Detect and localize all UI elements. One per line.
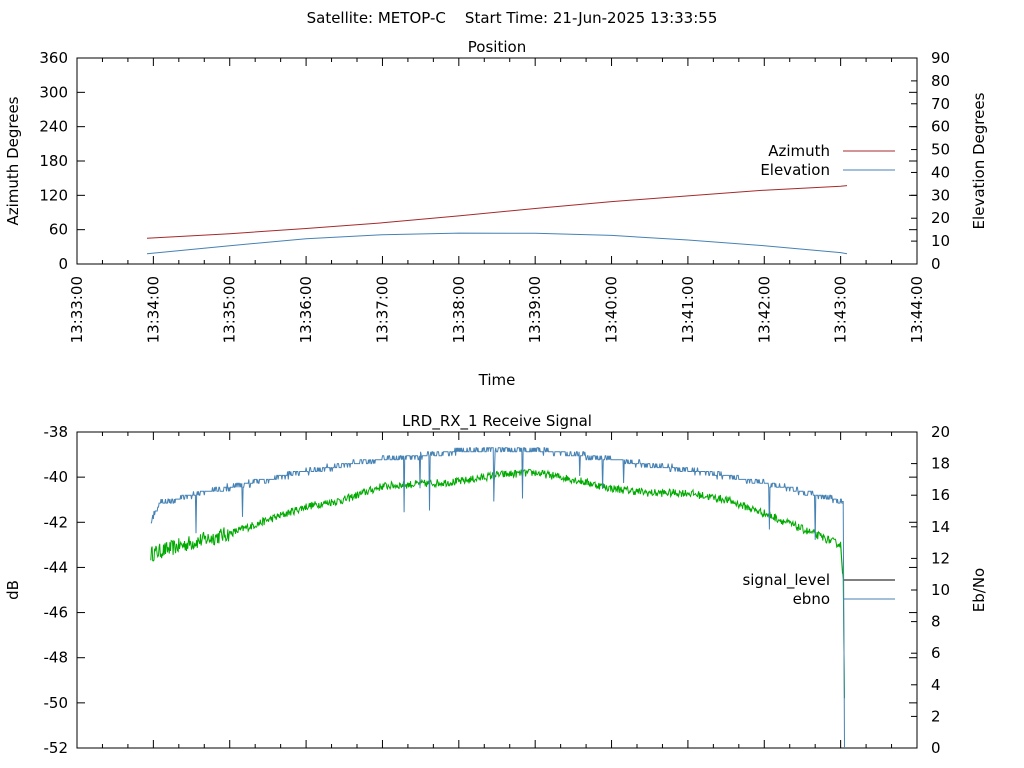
y2-tick-label: 20 [931, 209, 950, 227]
y2-tick-label: 10 [931, 581, 950, 599]
x-tick-label: 13:33:00 [68, 276, 86, 343]
chart-title: LRD_RX_1 Receive Signal [402, 412, 592, 431]
legend-label: Azimuth [768, 142, 830, 160]
x-tick-label: 13:42:00 [755, 276, 773, 343]
y2-tick-label: 14 [931, 518, 950, 536]
x-tick-label: 13:34:00 [144, 276, 162, 343]
x-tick-label: 13:44:00 [908, 276, 926, 343]
y2-tick-label: 8 [931, 613, 941, 631]
receive-signal-chart: LRD_RX_1 Receive Signal -38 -40 -42 -44 -46 -4… [4, 412, 988, 757]
y2-tick-label: 90 [931, 49, 950, 67]
y2-axis-label: Eb/No [970, 568, 988, 612]
series-line-Elevation [146, 232, 848, 255]
y-tick-label: -52 [44, 739, 69, 757]
y2-tick-label: 2 [931, 707, 941, 725]
y2-tick-label: 80 [931, 72, 950, 90]
y-tick-label: 0 [58, 255, 68, 273]
y-tick-label: -40 [44, 468, 69, 486]
y2-tick-label: 0 [931, 255, 941, 273]
y-tick-label: -50 [44, 694, 69, 712]
y-tick-label: 120 [39, 186, 68, 204]
y2-tick-label: 40 [931, 163, 950, 181]
y2-tick-label: 30 [931, 186, 950, 204]
plot-frame [76, 431, 918, 749]
x-tick-label: 13:35:00 [221, 276, 239, 343]
y2-tick-label: 60 [931, 118, 950, 136]
y2-tick-label: 10 [931, 232, 950, 250]
y-tick-label: 240 [39, 118, 68, 136]
series-line-Azimuth [146, 185, 848, 239]
x-tick-label: 13:37:00 [373, 276, 391, 343]
x-tick-label: 13:36:00 [297, 276, 315, 343]
y2-axis-label: Elevation Degrees [970, 92, 988, 229]
position-chart: Position 0 60 120 180 240 300 360 0 10 20 30 40 50 60 7… [4, 38, 988, 389]
y2-tick-label: 18 [931, 455, 950, 473]
series-line-signal_level [150, 468, 845, 699]
y2-tick-label: 20 [931, 423, 950, 441]
series-line-ebno [150, 447, 845, 749]
y-axis-label: Azimuth Degrees [4, 96, 22, 225]
x-tick-label: 13:39:00 [526, 276, 544, 343]
x-tick-label: 13:43:00 [832, 276, 850, 343]
y-tick-label: -44 [44, 558, 69, 576]
legend-label: signal_level [742, 571, 830, 590]
y2-tick-label: 12 [931, 549, 950, 567]
y-tick-label: 360 [39, 49, 68, 67]
figure-title: Satellite: METOP-C Start Time: 21-Jun-20… [307, 9, 718, 27]
y-tick-label: 180 [39, 152, 68, 170]
y-tick-label: -46 [44, 604, 69, 622]
y-tick-label: 60 [49, 221, 68, 239]
y2-tick-label: 4 [931, 676, 941, 694]
x-tick-label: 13:40:00 [603, 276, 621, 343]
x-tick-label: 13:38:00 [450, 276, 468, 343]
x-axis-label: Time [478, 371, 516, 389]
y-axis-label: dB [4, 580, 22, 600]
y2-tick-label: 16 [931, 486, 950, 504]
y-tick-label: -38 [44, 423, 69, 441]
y-tick-label: -42 [44, 513, 69, 531]
y2-tick-label: 70 [931, 95, 950, 113]
legend-label: ebno [793, 590, 830, 608]
y2-tick-label: 50 [931, 141, 950, 159]
y2-tick-label: 0 [931, 739, 941, 757]
legend-label: Elevation [760, 161, 830, 179]
chart-title: Position [468, 38, 526, 56]
x-tick-label: 13:41:00 [679, 276, 697, 343]
y-tick-label: -48 [44, 649, 69, 667]
y2-tick-label: 6 [931, 644, 941, 662]
y-tick-label: 300 [39, 83, 68, 101]
